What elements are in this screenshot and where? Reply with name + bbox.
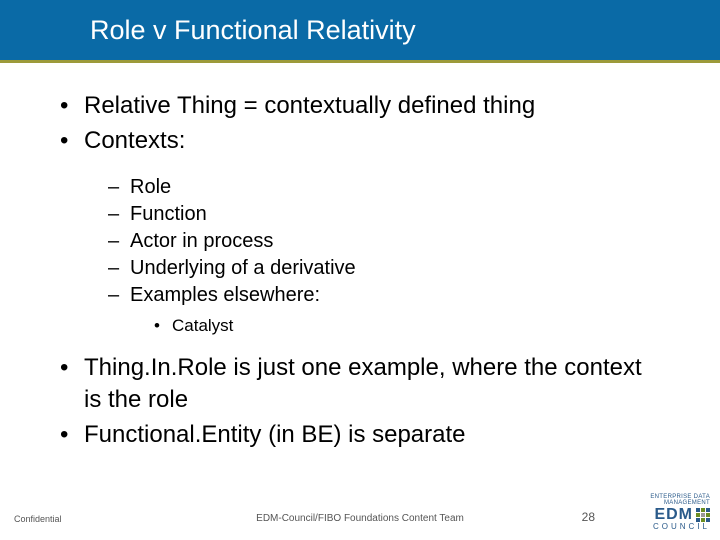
bullet-text: Contexts: <box>84 125 660 156</box>
title-bar: Role v Functional Relativity <box>0 0 720 60</box>
bullet-level1: • Relative Thing = contextually defined … <box>60 90 660 121</box>
accent-line <box>0 60 720 63</box>
bullet-marker: • <box>154 315 172 338</box>
logo-bottom-text: COUNCIL <box>610 523 710 531</box>
bullet-marker: • <box>60 419 84 450</box>
slide-title: Role v Functional Relativity <box>90 15 416 46</box>
bullet-marker: – <box>108 201 130 228</box>
bullet-level1: • Functional.Entity (in BE) is separate <box>60 419 660 450</box>
slide-content: • Relative Thing = contextually defined … <box>60 90 660 454</box>
bullet-marker: – <box>108 255 130 282</box>
bullet-marker: – <box>108 282 130 309</box>
bullet-text: Functional.Entity (in BE) is separate <box>84 419 660 450</box>
bullet-marker: • <box>60 125 84 156</box>
bullet-text: Function <box>130 201 660 228</box>
bullet-level3: • Catalyst <box>154 315 660 338</box>
bullet-level2: – Underlying of a derivative <box>108 255 660 282</box>
page-number: 28 <box>582 510 595 524</box>
bullet-text: Role <box>130 174 660 201</box>
bullet-text: Examples elsewhere: <box>130 282 660 309</box>
bullet-text: Relative Thing = contextually defined th… <box>84 90 660 121</box>
bullet-marker: • <box>60 90 84 121</box>
bullet-level2: – Examples elsewhere: <box>108 282 660 309</box>
bullet-text: Actor in process <box>130 228 660 255</box>
logo-top-text: ENTERPRISE DATA MANAGEMENT <box>610 494 710 506</box>
edm-council-logo: ENTERPRISE DATA MANAGEMENT EDM COUNCIL <box>610 494 710 526</box>
bullet-level1: • Thing.In.Role is just one example, whe… <box>60 352 660 414</box>
bullet-level2: – Role <box>108 174 660 201</box>
bullet-level1: • Contexts: <box>60 125 660 156</box>
bullet-marker: – <box>108 174 130 201</box>
slide: Role v Functional Relativity • Relative … <box>0 0 720 540</box>
bullet-level2: – Actor in process <box>108 228 660 255</box>
bullet-marker: • <box>60 352 84 414</box>
bullet-text: Catalyst <box>172 315 660 338</box>
bullet-text: Thing.In.Role is just one example, where… <box>84 352 660 414</box>
footer: Confidential EDM-Council/FIBO Foundation… <box>0 500 720 530</box>
bullet-level2: – Function <box>108 201 660 228</box>
logo-dots-icon <box>696 508 710 522</box>
bullet-text: Underlying of a derivative <box>130 255 660 282</box>
bullet-marker: – <box>108 228 130 255</box>
